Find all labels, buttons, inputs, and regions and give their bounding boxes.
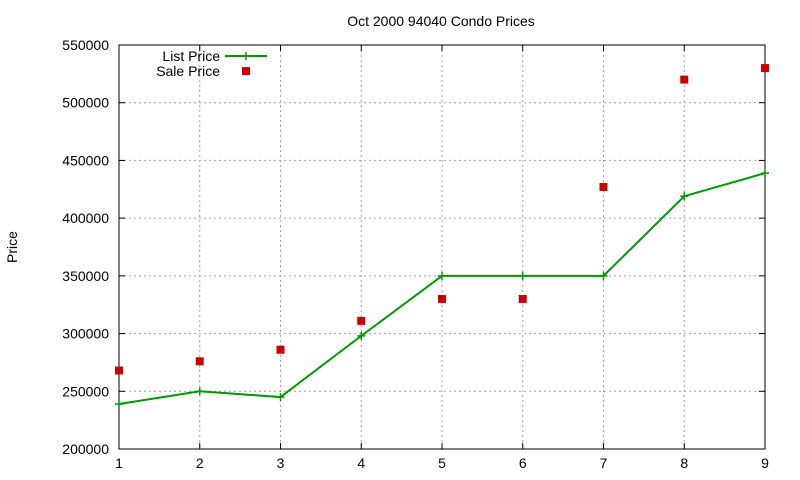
- y-tick-label: 250000: [62, 383, 109, 399]
- y-tick-label: 550000: [62, 37, 109, 53]
- x-tick-label: 4: [357, 455, 365, 471]
- axes: 200000 250000 300000 350000 400000 450000 5000…: [62, 37, 769, 471]
- x-tick-label: 6: [519, 455, 527, 471]
- data-point: [680, 192, 689, 201]
- y-axis-label: Price: [4, 231, 20, 263]
- data-point: [761, 64, 769, 73]
- x-tick-label: 9: [761, 455, 769, 471]
- grid: [119, 45, 765, 449]
- series-sale-price: [115, 64, 769, 375]
- data-point: [518, 271, 527, 280]
- y-tick-label: 350000: [62, 268, 109, 284]
- data-point: [357, 316, 366, 325]
- x-tick-label: 8: [680, 455, 688, 471]
- data-point: [438, 271, 446, 280]
- legend-label: List Price: [162, 48, 220, 64]
- y-tick-label: 400000: [62, 210, 109, 226]
- legend-marker: [242, 52, 250, 60]
- data-point: [276, 345, 285, 354]
- y-tick-label: 300000: [62, 326, 109, 342]
- y-tick-label: 200000: [62, 441, 109, 457]
- data-point: [195, 387, 204, 396]
- data-point: [195, 357, 204, 366]
- data-point: [115, 366, 123, 375]
- y-tick-label: 500000: [62, 95, 109, 111]
- data-point: [680, 75, 689, 84]
- data-point: [276, 393, 285, 402]
- y-tick-label: 450000: [62, 152, 109, 168]
- series: [115, 64, 769, 408]
- legend-label: Sale Price: [156, 63, 220, 79]
- data-point: [357, 331, 366, 340]
- data-point: [518, 294, 527, 303]
- data-point: [599, 182, 608, 191]
- x-tick-label: 1: [115, 455, 123, 471]
- chart-title: Oct 2000 94040 Condo Prices: [347, 13, 535, 29]
- x-tick-label: 7: [600, 455, 608, 471]
- data-point: [438, 294, 446, 303]
- x-tick-label: 3: [277, 455, 285, 471]
- x-tick-label: 5: [438, 455, 446, 471]
- data-point: [599, 271, 608, 280]
- series-list-price: [115, 169, 769, 408]
- x-tick-label: 2: [196, 455, 204, 471]
- legend-marker: [242, 67, 250, 75]
- data-point: [761, 169, 769, 178]
- legend-item: Sale Price: [156, 63, 250, 79]
- data-point: [115, 399, 123, 408]
- series-line: [118, 172, 766, 405]
- legend-item: List Price: [162, 48, 267, 64]
